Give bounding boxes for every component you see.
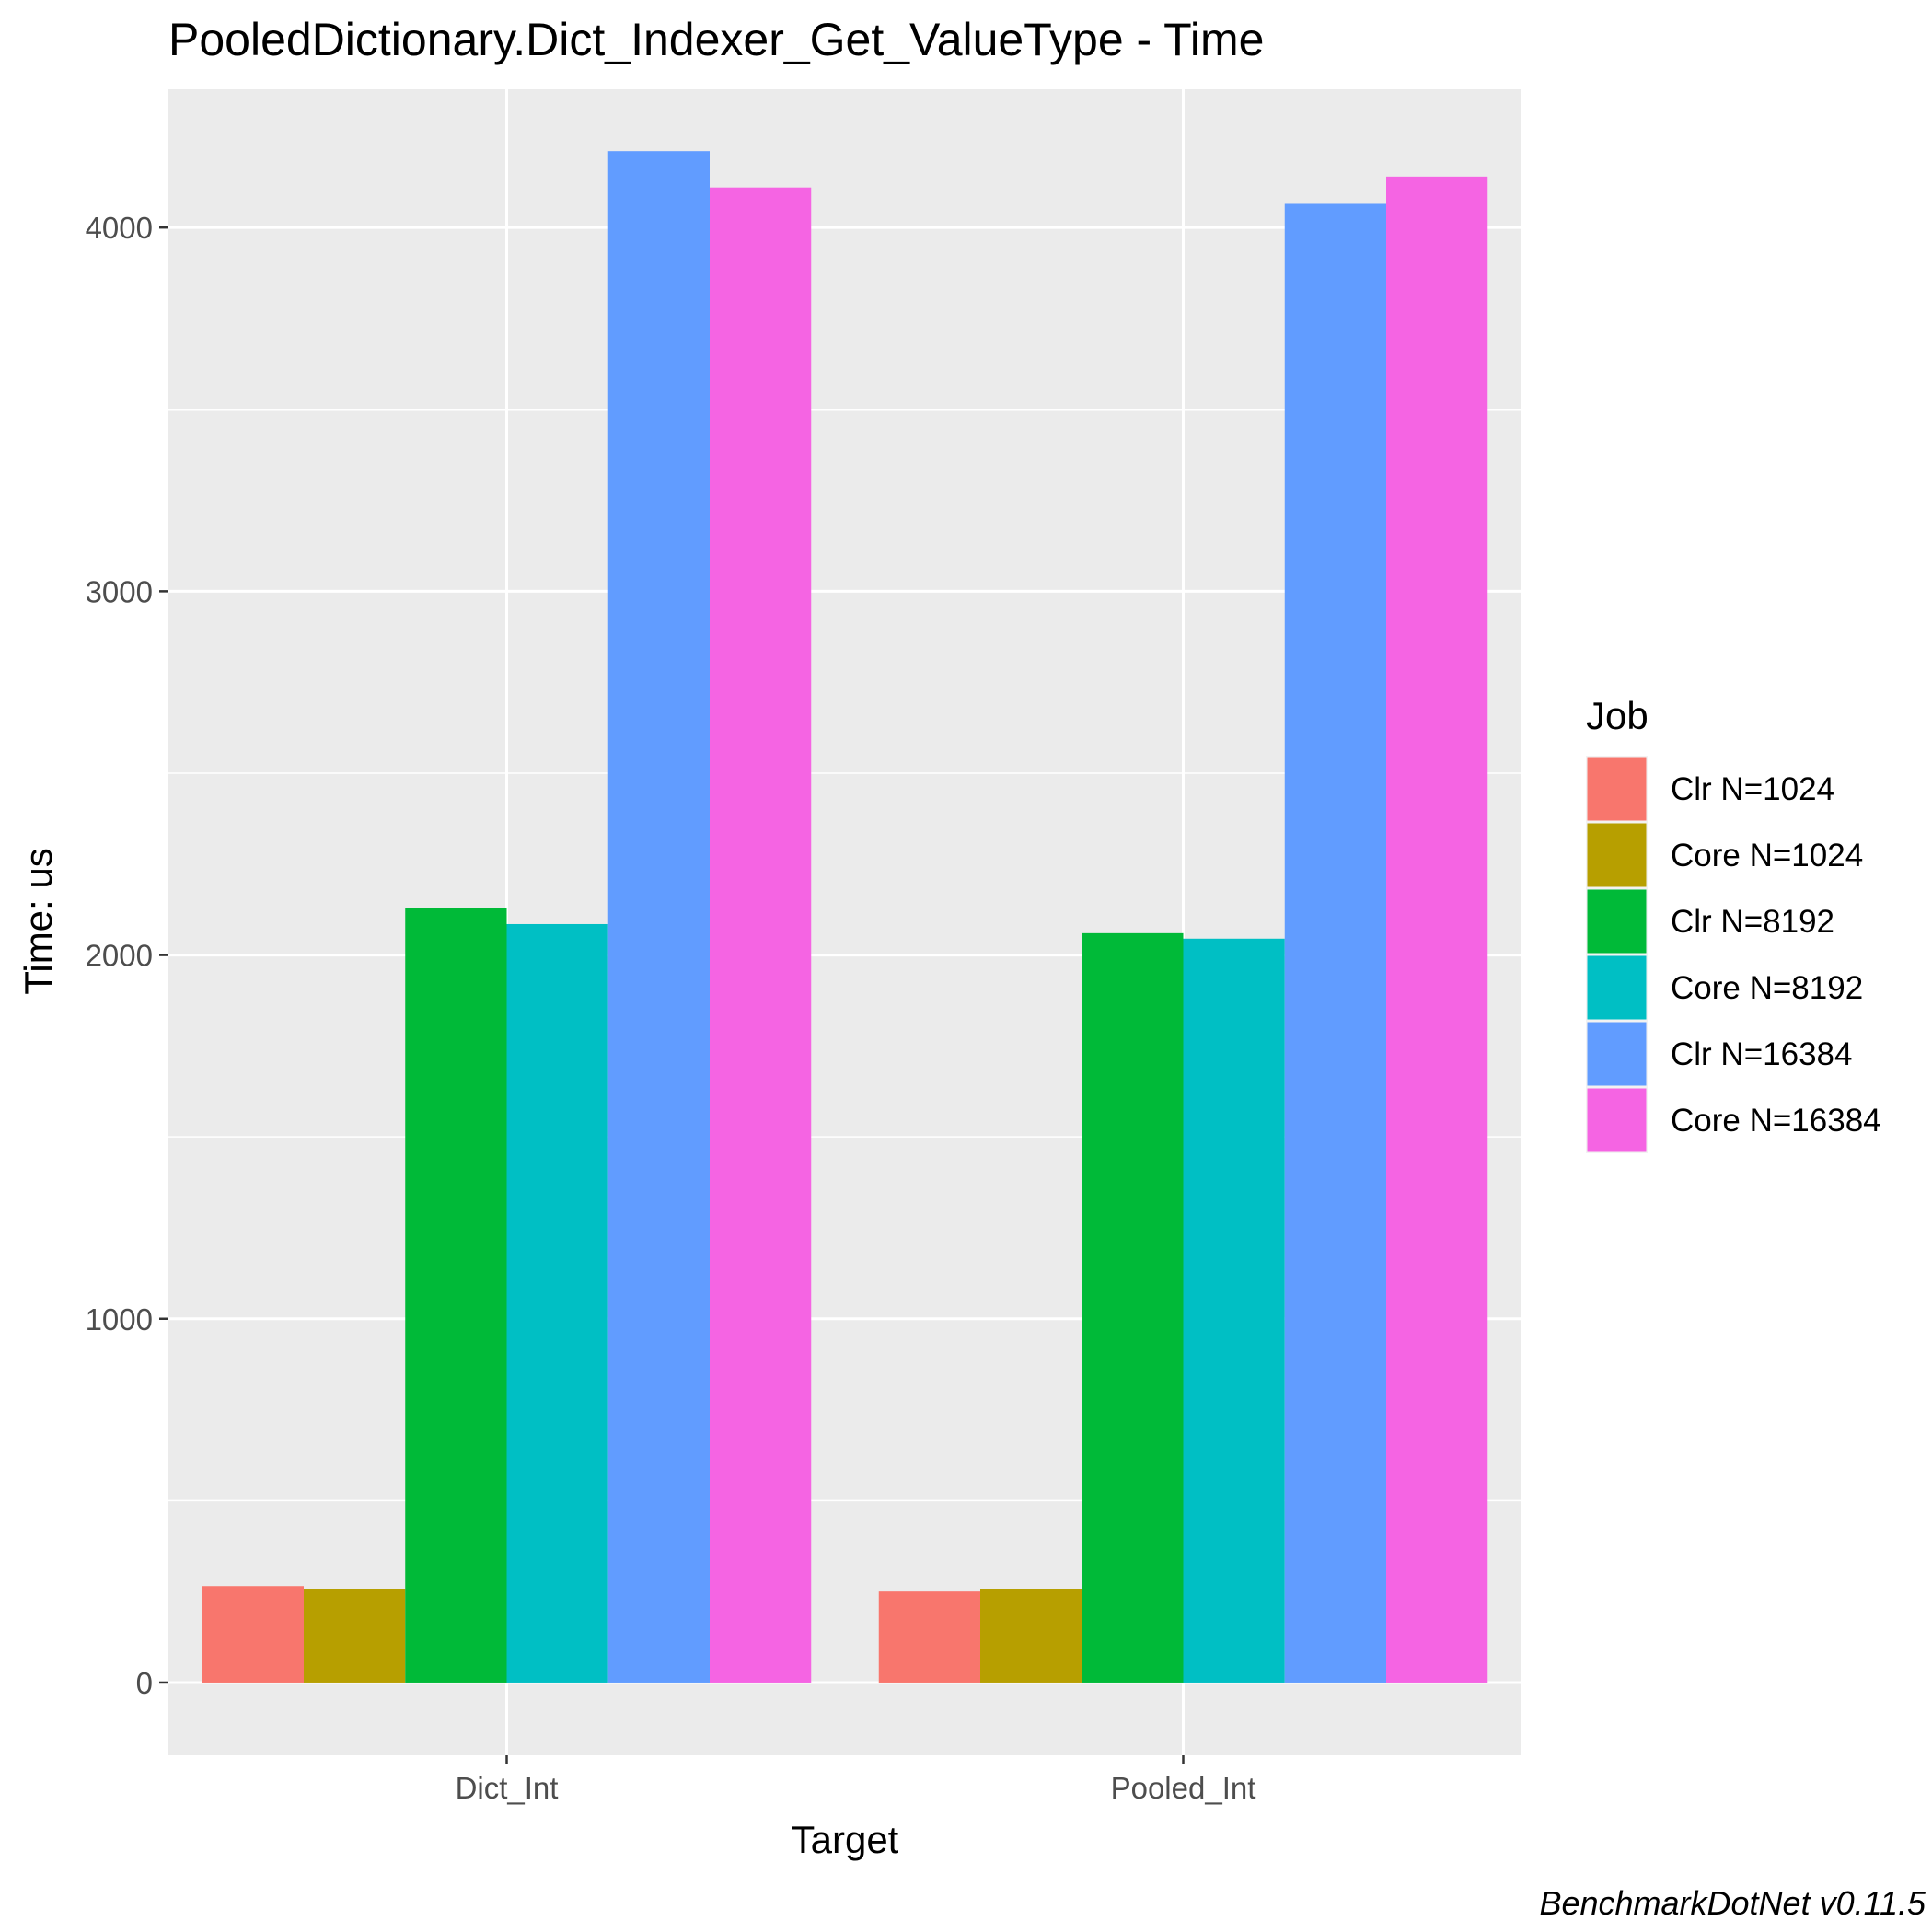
bar <box>405 908 507 1683</box>
bar <box>202 1586 304 1683</box>
legend-key <box>1587 1022 1647 1086</box>
legend-key <box>1587 955 1647 1020</box>
bar <box>304 1589 406 1683</box>
bar <box>710 187 812 1683</box>
bar <box>878 1591 980 1683</box>
legend-label: Core N=1024 <box>1671 838 1863 873</box>
y-axis-title: Time: us <box>17 848 60 994</box>
legend-label: Clr N=8192 <box>1671 904 1834 940</box>
bar <box>1386 176 1488 1683</box>
bar <box>506 923 608 1683</box>
y-tick-label: 1000 <box>86 1302 153 1336</box>
legend-label: Core N=8192 <box>1671 970 1863 1006</box>
y-tick-label: 2000 <box>86 939 153 973</box>
caption: BenchmarkDotNet v0.11.5 <box>1539 1884 1926 1922</box>
legend-label: Core N=16384 <box>1671 1103 1881 1139</box>
y-axis: 0 1000 2000 3000 4000 <box>86 211 168 1700</box>
x-tick-label: Dict_Int <box>456 1771 559 1805</box>
x-axis: Dict_Int Pooled_Int <box>456 1755 1256 1805</box>
legend-title: Job <box>1586 694 1649 737</box>
x-axis-title: Target <box>792 1818 899 1861</box>
bar <box>1183 938 1285 1683</box>
y-tick-label: 4000 <box>86 211 153 245</box>
chart-title: PooledDictionary.Dict_Indexer_Get_ValueT… <box>168 14 1264 65</box>
legend-label: Clr N=1024 <box>1671 771 1834 807</box>
legend-key <box>1587 823 1647 887</box>
y-tick-label: 3000 <box>86 574 153 608</box>
bar <box>1082 932 1184 1683</box>
legend-label: Clr N=16384 <box>1671 1036 1852 1072</box>
bar <box>1284 203 1386 1683</box>
legend-key <box>1587 889 1647 954</box>
legend-key <box>1587 1088 1647 1152</box>
legend: Job Clr N=1024 Core N=1024 Clr N=8192 Core … <box>1586 694 1881 1153</box>
legend-key <box>1587 757 1647 821</box>
x-tick-label: Pooled_Int <box>1111 1771 1256 1805</box>
y-tick-label: 0 <box>136 1666 153 1700</box>
bar <box>980 1589 1082 1683</box>
bars <box>202 151 1488 1683</box>
bar <box>607 151 710 1683</box>
